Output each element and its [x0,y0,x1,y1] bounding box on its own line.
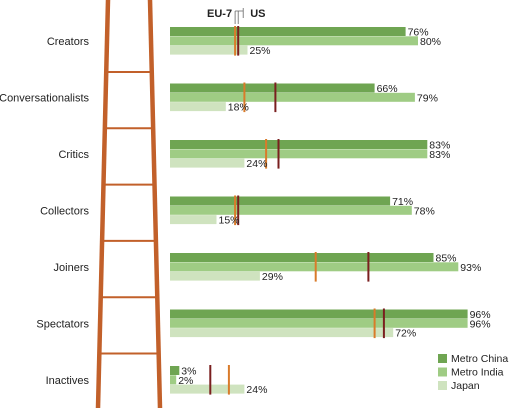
value-label-metro-china-critics: 83% [429,140,450,152]
bar-metro-india-conversationalists [170,92,415,102]
bar-japan-critics [170,158,245,168]
marker-header-bracket [234,8,244,24]
value-label-metro-india-critics: 83% [429,149,450,161]
bar-japan-conversationalists [170,102,226,112]
value-label-japan-conversationalists: 18% [228,102,249,114]
category-label-collectors: Collectors [40,205,89,217]
category-label-spectators: Spectators [36,318,89,330]
value-label-metro-india-inactives: 2% [178,375,193,387]
value-label-japan-creators: 25% [250,45,271,57]
value-label-japan-collectors: 15% [219,215,240,227]
bar-metro-china-conversationalists [170,83,375,93]
legend-swatch-metro-china [438,354,447,363]
legend-swatch-metro-india [438,367,447,377]
bar-metro-india-joiners [170,262,459,272]
value-label-metro-india-joiners: 93% [460,262,481,274]
value-label-metro-china-collectors: 71% [392,196,413,208]
value-label-metro-india-spectators: 96% [470,318,491,330]
category-label-joiners: Joiners [54,262,90,274]
value-label-japan-critics: 24% [246,158,267,170]
bar-metro-india-inactives [170,375,177,385]
bar-metro-india-creators [170,36,418,46]
legend-label-japan: Japan [451,380,480,392]
ladder-rail [95,0,111,408]
bar-metro-india-spectators [170,318,468,328]
bar-japan-collectors [170,215,217,225]
category-label-conversationalists: Conversationalists [0,92,89,104]
value-label-metro-china-spectators: 96% [470,309,491,321]
value-label-metro-india-conversationalists: 79% [417,92,438,104]
legend-label-metro-india: Metro India [451,367,504,379]
ladder-rail [147,0,163,408]
labels-layer: Creators 76%80% 25% Conversationalists 66% 79… [0,8,491,396]
ladder-graphic [95,0,163,408]
legend-swatch-japan [438,381,447,390]
bar-japan-joiners [170,271,260,281]
reference-markers-layer [209,26,385,395]
marker-header-us: US [250,8,265,20]
bars-layer [170,27,468,394]
value-label-metro-china-creators: 76% [408,27,429,39]
value-label-metro-india-collectors: 78% [414,205,435,217]
value-label-metro-india-creators: 80% [420,36,441,48]
bar-metro-india-critics [170,149,428,159]
marker-header-eu-7: EU-7 [207,8,232,20]
value-label-japan-inactives: 24% [246,384,267,396]
legend-label-metro-china: Metro China [451,353,508,365]
bar-metro-china-joiners [170,253,434,262]
bar-japan-inactives [170,384,245,394]
value-label-japan-spectators: 72% [395,328,416,340]
value-label-japan-joiners: 29% [262,271,283,283]
bar-metro-china-creators [170,27,406,36]
value-label-metro-china-joiners: 85% [436,253,457,265]
category-label-critics: Critics [58,149,89,161]
bar-metro-china-collectors [170,196,391,206]
bar-metro-india-collectors [170,205,412,215]
value-label-metro-china-conversationalists: 66% [377,83,398,95]
bar-japan-creators [170,45,248,55]
bar-metro-china-critics [170,140,428,149]
value-label-metro-china-inactives: 3% [181,366,196,378]
bar-metro-china-inactives [170,366,180,375]
bar-japan-spectators [170,328,394,338]
category-label-creators: Creators [47,36,90,48]
bar-metro-china-spectators [170,309,468,319]
category-label-inactives: Inactives [46,375,90,387]
